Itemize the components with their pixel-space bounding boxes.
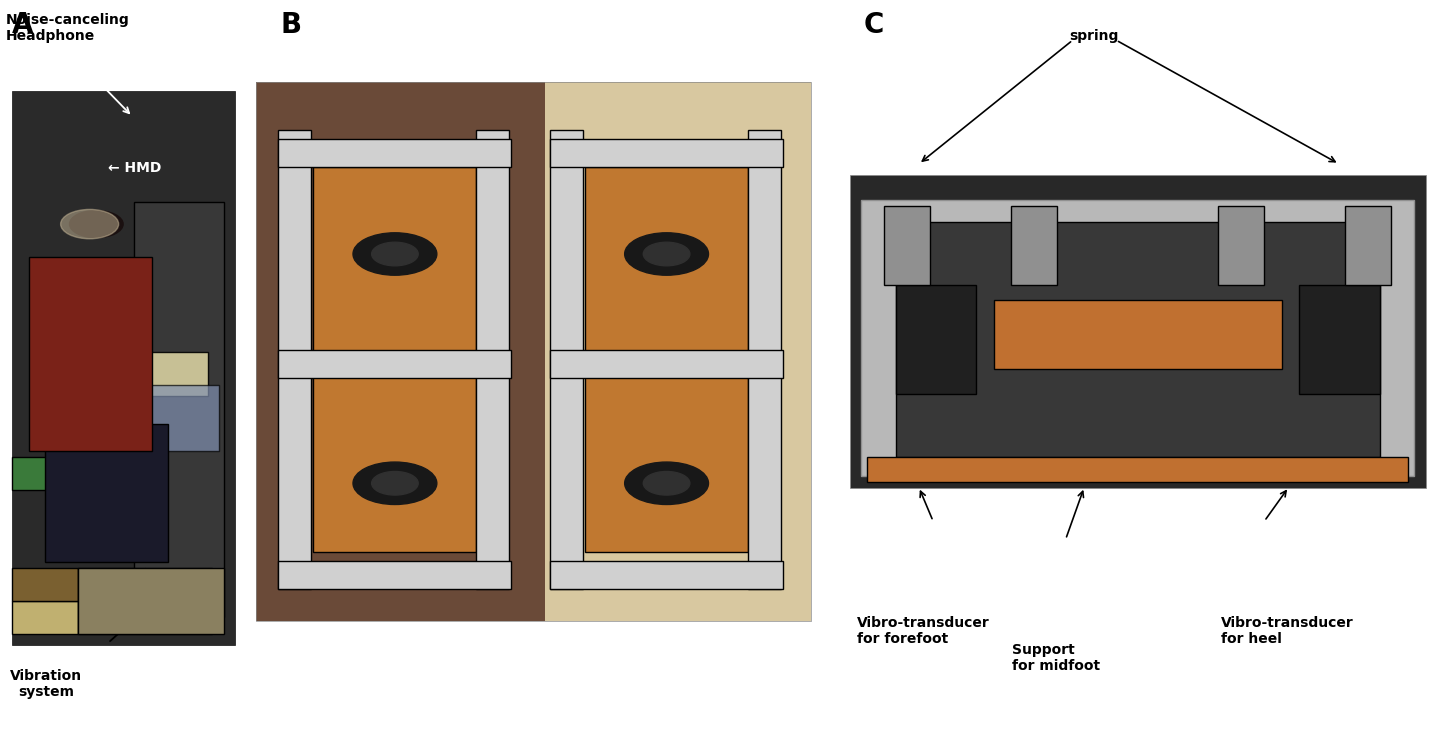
Circle shape	[372, 242, 418, 266]
FancyBboxPatch shape	[79, 601, 145, 634]
FancyBboxPatch shape	[747, 130, 780, 589]
Text: Vibro-transducer
for forefoot: Vibro-transducer for forefoot	[857, 616, 989, 646]
FancyBboxPatch shape	[884, 206, 930, 284]
FancyBboxPatch shape	[544, 82, 811, 621]
FancyBboxPatch shape	[896, 284, 976, 394]
Circle shape	[372, 472, 418, 495]
FancyBboxPatch shape	[29, 257, 153, 451]
FancyBboxPatch shape	[1218, 206, 1264, 284]
Circle shape	[625, 462, 708, 504]
FancyBboxPatch shape	[134, 202, 223, 617]
FancyBboxPatch shape	[550, 130, 583, 589]
FancyBboxPatch shape	[278, 561, 511, 589]
Text: B: B	[281, 11, 302, 39]
Circle shape	[353, 462, 436, 504]
Circle shape	[644, 242, 690, 266]
FancyBboxPatch shape	[850, 175, 1426, 488]
FancyBboxPatch shape	[550, 351, 783, 378]
FancyBboxPatch shape	[79, 568, 145, 601]
Circle shape	[644, 472, 690, 495]
FancyBboxPatch shape	[12, 91, 235, 645]
FancyBboxPatch shape	[1345, 206, 1391, 284]
Text: Support
for midfoot: Support for midfoot	[1012, 643, 1100, 673]
Text: spring: spring	[1070, 29, 1119, 43]
Text: ← HMD: ← HMD	[108, 160, 161, 175]
FancyBboxPatch shape	[896, 222, 1380, 457]
Circle shape	[353, 233, 436, 276]
Text: A: A	[12, 11, 33, 39]
FancyBboxPatch shape	[141, 351, 207, 396]
FancyBboxPatch shape	[1299, 284, 1380, 394]
FancyBboxPatch shape	[1011, 206, 1057, 284]
FancyBboxPatch shape	[256, 82, 544, 621]
FancyBboxPatch shape	[12, 601, 79, 634]
Text: Vibro-transducer
for heel: Vibro-transducer for heel	[1221, 616, 1354, 646]
FancyBboxPatch shape	[134, 385, 219, 451]
FancyBboxPatch shape	[861, 200, 1414, 476]
FancyBboxPatch shape	[145, 601, 213, 634]
Circle shape	[625, 233, 708, 276]
Circle shape	[60, 209, 118, 239]
FancyBboxPatch shape	[79, 568, 223, 634]
FancyBboxPatch shape	[278, 139, 511, 167]
Text: Noise-canceling
Headphone: Noise-canceling Headphone	[6, 13, 130, 43]
FancyBboxPatch shape	[585, 167, 747, 552]
FancyBboxPatch shape	[867, 457, 1408, 482]
FancyBboxPatch shape	[477, 130, 508, 589]
FancyBboxPatch shape	[314, 167, 477, 552]
FancyBboxPatch shape	[145, 568, 213, 601]
Circle shape	[69, 211, 124, 238]
FancyBboxPatch shape	[550, 561, 783, 589]
FancyBboxPatch shape	[278, 351, 511, 378]
Text: C: C	[864, 11, 884, 39]
Text: Vibration
system: Vibration system	[10, 669, 82, 699]
FancyBboxPatch shape	[12, 568, 79, 601]
FancyBboxPatch shape	[278, 130, 311, 589]
FancyBboxPatch shape	[12, 457, 68, 490]
FancyBboxPatch shape	[550, 139, 783, 167]
FancyBboxPatch shape	[45, 424, 168, 562]
FancyBboxPatch shape	[994, 300, 1282, 370]
